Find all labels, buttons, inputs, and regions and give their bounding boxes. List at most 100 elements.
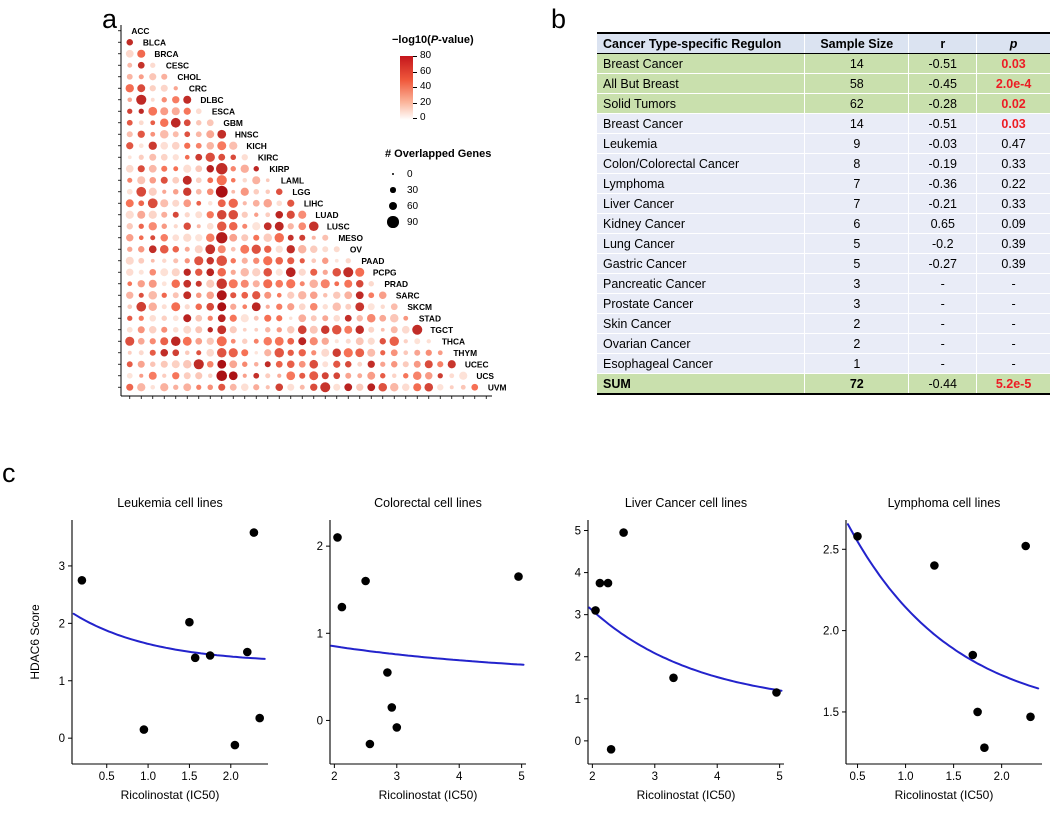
cell-sample-size: 14: [804, 113, 909, 134]
matrix-dot: [215, 185, 228, 198]
matrix-dot: [230, 246, 236, 252]
cell-sample-size: 5: [804, 233, 909, 254]
matrix-dot: [172, 349, 180, 357]
x-tick-label: 2.0: [223, 771, 239, 783]
data-point: [387, 703, 397, 712]
matrix-dot: [321, 325, 330, 334]
matrix-dot: [208, 201, 213, 206]
matrix-dot: [137, 383, 146, 392]
cell-r: -0.28: [908, 93, 977, 114]
matrix-dot: [205, 152, 215, 162]
matrix-dot: [172, 154, 179, 161]
matrix-diagonal-label: THCA: [442, 336, 465, 346]
matrix-dot: [425, 372, 433, 380]
matrix-dot: [332, 302, 341, 311]
matrix-dot: [160, 107, 169, 116]
matrix-dot: [171, 302, 181, 312]
matrix-dot: [343, 267, 354, 278]
data-point: [361, 576, 370, 586]
matrix-dot: [206, 233, 215, 242]
matrix-dot: [322, 257, 329, 264]
matrix-dot: [150, 120, 156, 126]
matrix-dot: [231, 189, 236, 194]
matrix-dot: [265, 385, 270, 390]
matrix-dot: [195, 108, 202, 115]
matrix-dot: [173, 166, 179, 172]
cell-r: -: [908, 293, 977, 314]
cell-p: 0.33: [976, 193, 1050, 214]
size-dot-box: [385, 201, 401, 211]
matrix-dot: [228, 221, 238, 231]
matrix-dot: [183, 107, 191, 115]
y-tick-label: 3: [575, 610, 581, 622]
matrix-dot: [196, 224, 201, 229]
cell-p: -: [976, 313, 1050, 334]
trend-line: [846, 523, 1040, 690]
matrix-dot: [367, 348, 376, 357]
y-tick-label: 2: [575, 652, 581, 664]
matrix-dot: [298, 303, 306, 311]
matrix-dot: [183, 164, 192, 173]
matrix-dot: [403, 339, 408, 344]
matrix-dot: [173, 86, 178, 91]
data-point: [383, 668, 392, 677]
matrix-dot: [287, 303, 295, 311]
matrix-dot: [323, 293, 328, 298]
cell-r: 0.65: [908, 213, 977, 234]
matrix-dot: [218, 153, 226, 161]
matrix-dot: [253, 234, 260, 241]
matrix-dot: [242, 373, 247, 378]
cell-regulon: Pancreatic Cancer: [597, 273, 805, 294]
matrix-dot: [184, 258, 190, 264]
matrix-dot: [275, 360, 283, 368]
matrix-dot: [343, 348, 353, 358]
matrix-dot: [333, 360, 341, 368]
matrix-dot: [137, 360, 145, 368]
matrix-dot: [137, 326, 145, 334]
matrix-dot: [275, 268, 283, 276]
matrix-dot: [195, 165, 203, 173]
matrix-dot: [173, 224, 178, 229]
size-dot-box: [385, 172, 401, 176]
matrix-dot: [242, 201, 247, 206]
matrix-dot: [242, 177, 248, 183]
cell-sample-size: 2: [804, 333, 909, 354]
matrix-dot: [345, 303, 352, 310]
cell-p: -: [976, 273, 1050, 294]
matrix-dot: [183, 291, 192, 300]
matrix-dot: [392, 373, 397, 378]
matrix-dot: [125, 49, 134, 58]
table-row: Breast Cancer 14 -0.51 0.03: [597, 53, 1050, 74]
size-legend-row: 30: [385, 182, 515, 198]
matrix-dot: [367, 303, 375, 311]
table-row: Esophageal Cancer 1- -: [597, 353, 1050, 374]
matrix-dot: [217, 359, 227, 369]
matrix-dot: [263, 337, 272, 346]
matrix-dot: [286, 279, 296, 289]
size-legend-title: # Overlapped Genes: [385, 148, 492, 160]
x-tick-label: 1.0: [898, 771, 914, 783]
matrix-dot: [127, 108, 133, 114]
y-tick-label: 2: [317, 541, 323, 553]
matrix-dot: [160, 199, 169, 208]
cell-r: -0.27: [908, 253, 977, 274]
matrix-dot: [403, 315, 409, 321]
cell-sample-size: 58: [804, 73, 909, 94]
matrix-dot: [196, 120, 202, 126]
matrix-dot: [217, 325, 227, 335]
matrix-diagonal-label: BLCA: [143, 37, 166, 47]
matrix-dot: [217, 302, 227, 312]
matrix-dot: [195, 280, 202, 287]
cell-r: -: [908, 353, 977, 374]
matrix-dot: [367, 314, 376, 323]
cell-r: -0.51: [908, 53, 977, 74]
matrix-dot: [254, 212, 259, 217]
matrix-diagonal-label: HNSC: [235, 129, 259, 139]
matrix-dot: [413, 371, 422, 380]
matrix-dot: [136, 94, 147, 105]
cell-r: -0.03: [908, 133, 977, 154]
matrix-dot: [299, 281, 305, 287]
table-row: Leukemia 9 -0.03 0.47: [597, 133, 1050, 154]
matrix-dot: [390, 303, 398, 311]
matrix-dot: [401, 383, 410, 392]
